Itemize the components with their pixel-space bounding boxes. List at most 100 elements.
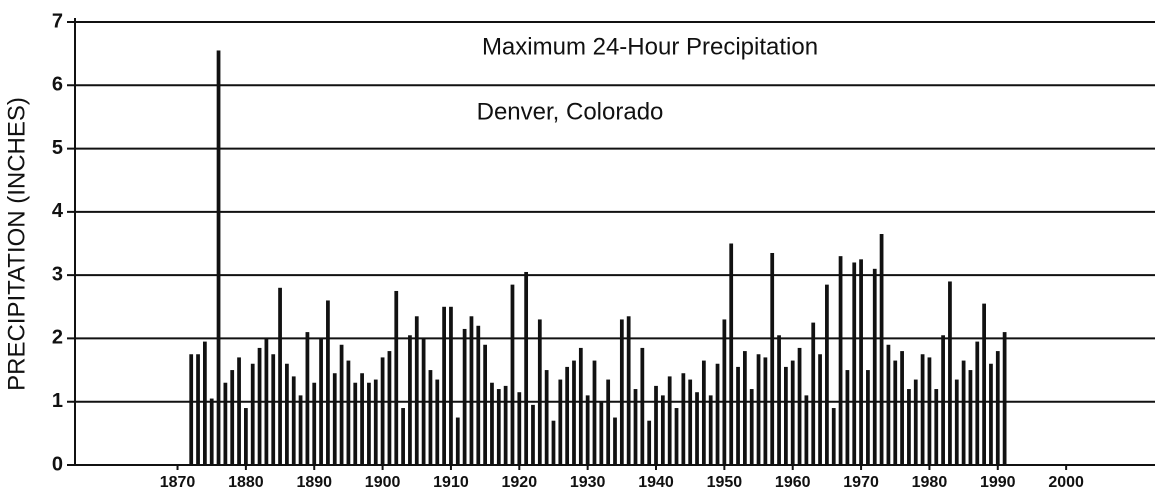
bar [784, 366, 788, 465]
bar [681, 373, 686, 465]
bar [319, 338, 323, 465]
bar [291, 376, 296, 465]
bar [866, 370, 870, 465]
bar [455, 417, 460, 465]
bar [708, 395, 713, 465]
x-tick-label: 1920 [502, 474, 538, 491]
bar [312, 382, 317, 465]
bar [825, 284, 829, 465]
bar [722, 319, 727, 465]
bar [715, 363, 720, 465]
bar [537, 319, 542, 465]
x-tick-label: 1870 [160, 474, 196, 491]
bar [298, 395, 303, 465]
y-tick-label: 5 [52, 137, 63, 159]
bar [230, 370, 235, 465]
bar [572, 360, 576, 465]
bar [770, 252, 775, 465]
bar [804, 395, 809, 465]
bar [476, 325, 481, 465]
bar [551, 420, 556, 465]
bar [257, 347, 262, 465]
bar [285, 363, 289, 465]
bar [510, 284, 515, 465]
bar [968, 370, 973, 465]
bar [237, 357, 241, 465]
bar [305, 332, 310, 465]
y-tick-label: 7 [52, 10, 63, 32]
bar [777, 335, 781, 465]
bar [394, 290, 399, 465]
bar [660, 395, 665, 465]
bar [244, 408, 248, 465]
bar [585, 395, 590, 465]
chart-title: Maximum 24-Hour Precipitation [482, 33, 818, 60]
bar [975, 341, 980, 465]
bar [961, 360, 966, 465]
bar [449, 306, 453, 465]
bar [469, 316, 474, 465]
bar [763, 357, 768, 465]
bar [619, 319, 624, 465]
bar [264, 338, 269, 465]
bar [565, 366, 570, 465]
bar [927, 357, 932, 465]
bar [886, 344, 891, 465]
x-tick-label: 1890 [296, 474, 332, 491]
bar [995, 351, 1000, 465]
y-tick-label: 4 [52, 200, 64, 222]
x-tick-label: 1980 [912, 474, 948, 491]
bar [749, 389, 754, 465]
x-tick-label: 1930 [570, 474, 606, 491]
bar [209, 398, 214, 465]
bar [380, 357, 385, 465]
bar [948, 281, 952, 465]
bar [688, 379, 693, 465]
bar [674, 408, 679, 465]
bar [462, 328, 467, 465]
bar [490, 382, 494, 465]
bar [729, 243, 734, 465]
bar [332, 373, 337, 465]
y-tick-label: 6 [52, 74, 63, 96]
bar [544, 370, 549, 465]
bar [367, 382, 371, 465]
bar [503, 385, 508, 465]
bar [1002, 332, 1007, 465]
bar [989, 363, 993, 465]
bar [811, 322, 816, 465]
y-tick-label: 3 [52, 263, 63, 285]
x-tick-label: 1940 [638, 474, 674, 491]
bar [736, 366, 740, 465]
bar [524, 271, 529, 465]
bar [442, 306, 446, 465]
bar [271, 354, 276, 465]
bar [606, 379, 611, 465]
bar [838, 256, 843, 465]
bar [818, 354, 822, 465]
bar [900, 351, 904, 465]
bar [647, 420, 652, 465]
bar [360, 373, 364, 465]
bar [202, 341, 207, 465]
x-tick-label: 1880 [228, 474, 264, 491]
bar [428, 370, 433, 465]
bar [421, 338, 426, 465]
bar [941, 335, 945, 465]
bar [852, 262, 857, 465]
bar [496, 389, 501, 465]
bar [626, 316, 631, 465]
bar [920, 354, 925, 465]
x-tick-label: 1900 [365, 474, 401, 491]
bar [742, 351, 747, 465]
bar [790, 360, 795, 465]
bar [387, 351, 392, 465]
x-tick-label: 1970 [843, 474, 879, 491]
bar [756, 354, 761, 465]
bar [517, 392, 522, 465]
bar [872, 268, 877, 465]
bar [216, 50, 221, 465]
bar [654, 385, 658, 465]
bar [845, 370, 850, 465]
bar [373, 379, 378, 465]
